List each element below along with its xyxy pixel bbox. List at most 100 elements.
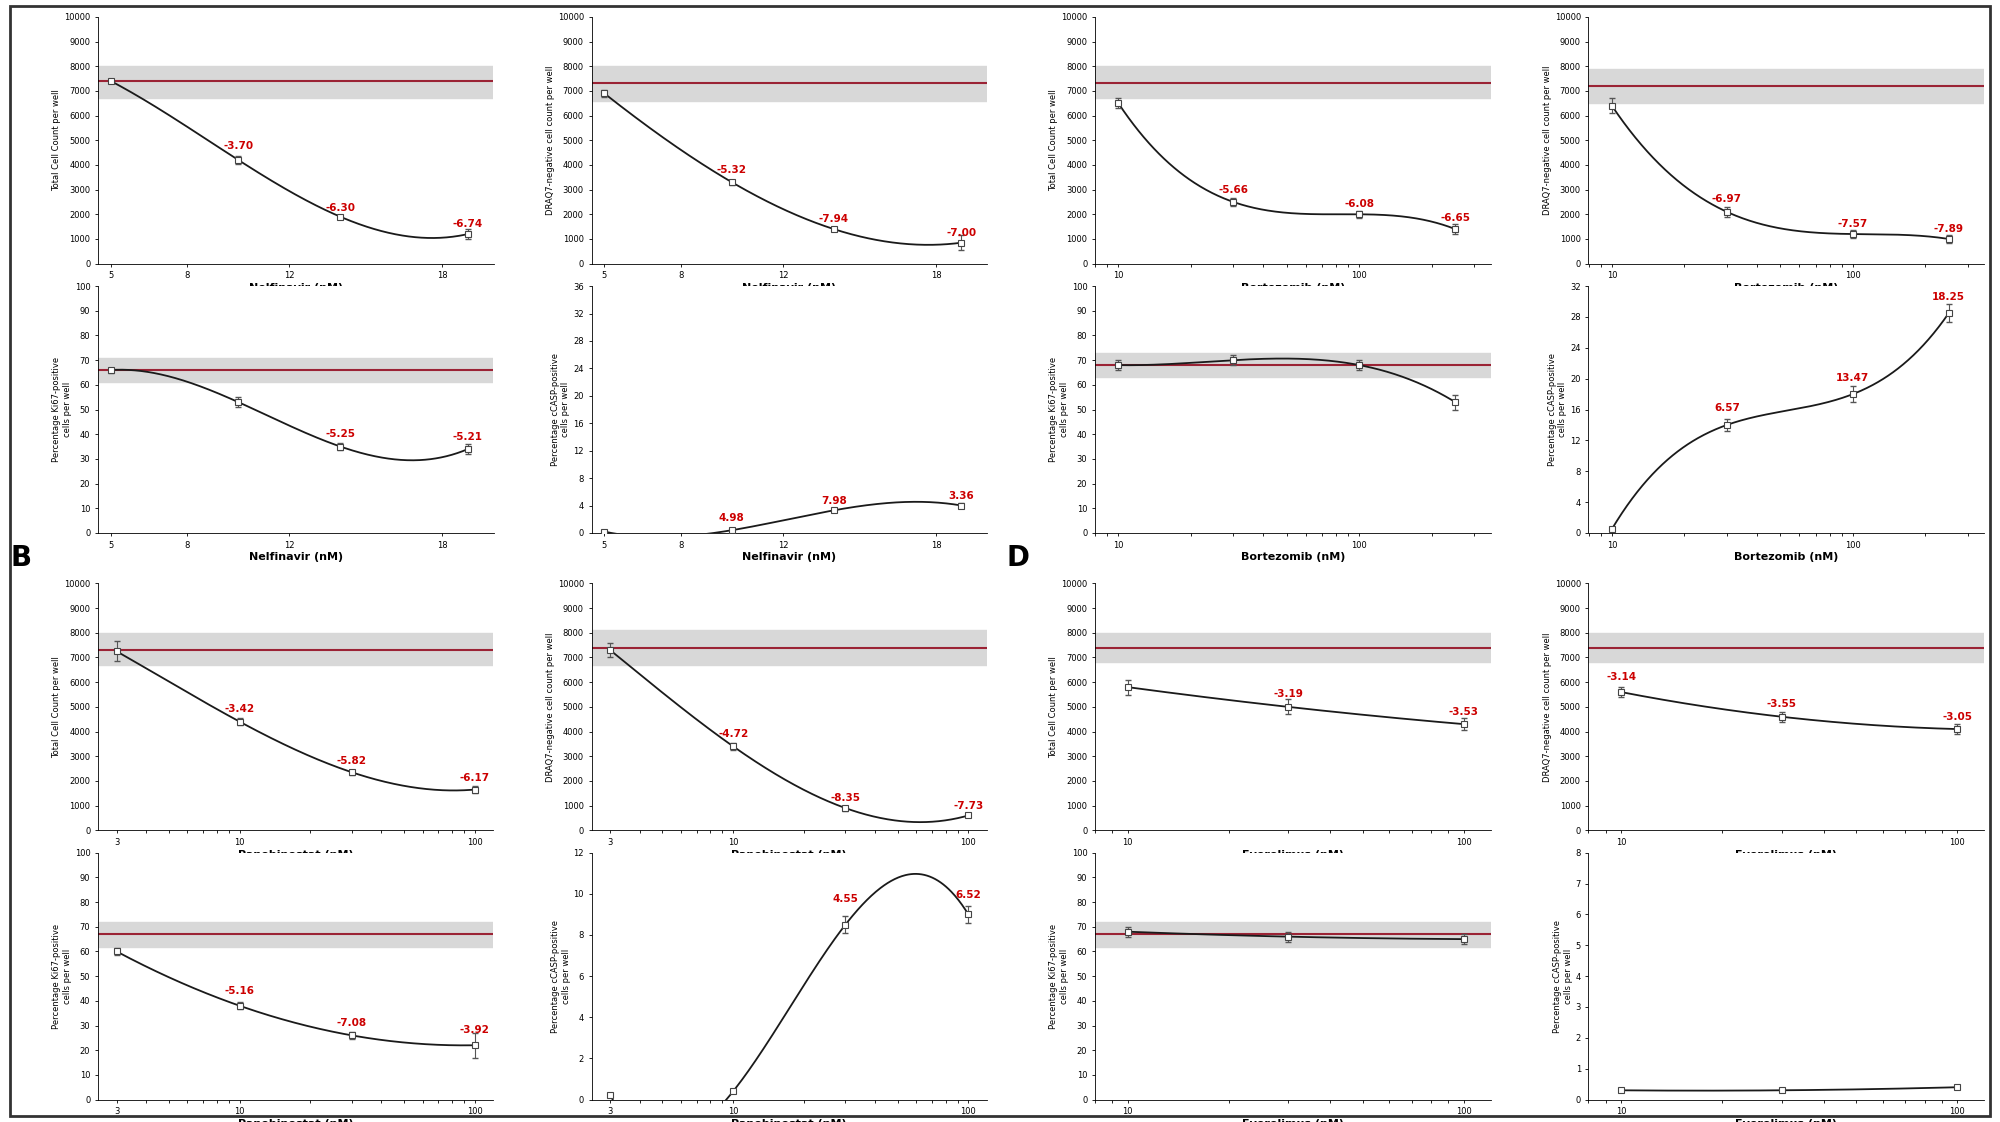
X-axis label: Nelfinavir (nM): Nelfinavir (nM)	[248, 552, 342, 562]
X-axis label: Panobinostat (nM): Panobinostat (nM)	[238, 1119, 354, 1122]
Text: C: C	[1006, 0, 1028, 6]
Text: -7.89: -7.89	[1934, 224, 1964, 234]
X-axis label: Nelfinavir (nM): Nelfinavir (nM)	[742, 283, 836, 293]
Text: 6.57: 6.57	[1714, 404, 1740, 413]
Y-axis label: Percentage Ki67-positive
cells per well: Percentage Ki67-positive cells per well	[52, 357, 72, 462]
Text: VIABILITY: VIABILITY	[560, 686, 570, 728]
Text: 3.36: 3.36	[948, 490, 974, 500]
Text: PROLIFERATION: PROLIFERATION	[68, 941, 76, 1011]
X-axis label: Everolimus (nM): Everolimus (nM)	[1242, 1119, 1344, 1122]
X-axis label: Panobinostat (nM): Panobinostat (nM)	[732, 1119, 848, 1122]
Text: 6.52: 6.52	[956, 890, 982, 900]
Y-axis label: Percentage cCASP-positive
cells per well: Percentage cCASP-positive cells per well	[552, 920, 570, 1032]
Text: -4.72: -4.72	[718, 729, 748, 739]
Text: -7.73: -7.73	[954, 800, 984, 810]
Text: APOPTOSIS: APOPTOSIS	[560, 951, 570, 1001]
X-axis label: Everolimus (nM): Everolimus (nM)	[1736, 1119, 1838, 1122]
Y-axis label: Total Cell Count per well: Total Cell Count per well	[1050, 656, 1058, 757]
Text: -6.17: -6.17	[460, 773, 490, 783]
Text: -3.42: -3.42	[224, 705, 254, 715]
Y-axis label: Percentage cCASP-positive
cells per well: Percentage cCASP-positive cells per well	[1548, 353, 1568, 466]
Y-axis label: Total Cell Count per well: Total Cell Count per well	[1050, 90, 1058, 191]
Text: -7.08: -7.08	[336, 1018, 366, 1028]
Text: VIABILITY: VIABILITY	[1558, 686, 1566, 728]
Text: RELATIVE GROWTH: RELATIVE GROWTH	[68, 99, 76, 182]
X-axis label: Bortezomib (nM): Bortezomib (nM)	[1734, 552, 1838, 562]
Text: A: A	[10, 0, 32, 6]
Bar	[592, 631, 988, 665]
Bar	[98, 633, 494, 665]
Y-axis label: DRAQ7-negative cell count per well: DRAQ7-negative cell count per well	[546, 632, 554, 782]
Text: -6.65: -6.65	[1440, 213, 1470, 223]
Text: VIABILITY: VIABILITY	[560, 119, 570, 162]
Text: B: B	[10, 544, 32, 572]
Text: PROLIFERATION: PROLIFERATION	[68, 375, 76, 444]
Text: RELATIVE GROWTH: RELATIVE GROWTH	[68, 665, 76, 748]
Text: RELATIVE GROWTH: RELATIVE GROWTH	[1064, 99, 1074, 182]
Text: -8.35: -8.35	[830, 793, 860, 803]
Text: VIABILITY: VIABILITY	[1558, 119, 1566, 162]
Text: -7.00: -7.00	[946, 228, 976, 238]
X-axis label: Bortezomib (nM): Bortezomib (nM)	[1734, 283, 1838, 293]
Text: -3.05: -3.05	[1942, 711, 1972, 721]
Bar	[98, 66, 494, 99]
Text: RELATIVE GROWTH: RELATIVE GROWTH	[1064, 665, 1074, 748]
Text: -5.66: -5.66	[1218, 184, 1248, 194]
X-axis label: Bortezomib (nM): Bortezomib (nM)	[1240, 283, 1344, 293]
Text: PROLIFERATION: PROLIFERATION	[1064, 941, 1074, 1011]
Text: -5.25: -5.25	[326, 429, 356, 439]
Text: -3.70: -3.70	[224, 141, 254, 151]
Text: -6.08: -6.08	[1344, 200, 1374, 210]
X-axis label: Panobinostat (nM): Panobinostat (nM)	[732, 849, 848, 859]
Y-axis label: DRAQ7-negative cell count per well: DRAQ7-negative cell count per well	[546, 65, 554, 215]
Bar	[98, 358, 494, 383]
X-axis label: Everolimus (nM): Everolimus (nM)	[1242, 849, 1344, 859]
Text: -6.74: -6.74	[452, 219, 484, 229]
Bar	[1096, 633, 1490, 662]
Y-axis label: Percentage cCASP-positive
cells per well: Percentage cCASP-positive cells per well	[1554, 920, 1572, 1032]
Y-axis label: Total Cell Count per well: Total Cell Count per well	[52, 90, 62, 191]
Y-axis label: DRAQ7-negative cell count per well: DRAQ7-negative cell count per well	[1542, 65, 1552, 215]
Text: 4.55: 4.55	[832, 894, 858, 904]
Text: 18.25: 18.25	[1932, 292, 1966, 302]
Text: -3.55: -3.55	[1766, 699, 1796, 709]
Text: D: D	[1006, 544, 1030, 572]
Bar	[1588, 68, 1984, 103]
Y-axis label: Percentage Ki67-positive
cells per well: Percentage Ki67-positive cells per well	[52, 923, 72, 1029]
Bar	[1096, 922, 1490, 947]
X-axis label: Bortezomib (nM): Bortezomib (nM)	[1240, 552, 1344, 562]
X-axis label: Nelfinavir (nM): Nelfinavir (nM)	[742, 552, 836, 562]
Text: -6.30: -6.30	[326, 203, 356, 213]
Y-axis label: Percentage cCASP-positive
cells per well: Percentage cCASP-positive cells per well	[550, 353, 570, 466]
Y-axis label: Total Cell Count per well: Total Cell Count per well	[52, 656, 62, 757]
Text: 4.98: 4.98	[718, 513, 744, 523]
Text: -5.16: -5.16	[224, 986, 254, 996]
Y-axis label: Percentage Ki67-positive
cells per well: Percentage Ki67-positive cells per well	[1050, 923, 1068, 1029]
Text: APOPTOSIS: APOPTOSIS	[1558, 385, 1566, 434]
Bar	[1096, 352, 1490, 377]
Bar	[592, 66, 988, 101]
X-axis label: Everolimus (nM): Everolimus (nM)	[1736, 849, 1838, 859]
Text: -3.19: -3.19	[1274, 689, 1302, 699]
Text: -6.97: -6.97	[1712, 194, 1742, 204]
Bar	[98, 922, 494, 947]
Text: -5.21: -5.21	[452, 432, 482, 442]
Text: -5.82: -5.82	[336, 756, 366, 766]
Bar	[1096, 66, 1490, 99]
Text: -3.53: -3.53	[1448, 707, 1478, 717]
Text: 7.98: 7.98	[822, 496, 846, 506]
Y-axis label: DRAQ7-negative cell count per well: DRAQ7-negative cell count per well	[1542, 632, 1552, 782]
Bar	[1588, 633, 1984, 662]
Y-axis label: Percentage Ki67-positive
cells per well: Percentage Ki67-positive cells per well	[1050, 357, 1068, 462]
Text: -5.32: -5.32	[716, 165, 746, 175]
Text: -7.94: -7.94	[818, 214, 848, 224]
Text: -3.14: -3.14	[1606, 672, 1636, 682]
Text: -7.57: -7.57	[1838, 219, 1868, 229]
Text: -3.92: -3.92	[460, 1026, 490, 1036]
Text: PROLIFERATION: PROLIFERATION	[1064, 375, 1074, 444]
Text: APOPTOSIS: APOPTOSIS	[560, 385, 570, 434]
X-axis label: Nelfinavir (nM): Nelfinavir (nM)	[248, 283, 342, 293]
Text: 13.47: 13.47	[1836, 373, 1870, 383]
Text: APOPTOSIS: APOPTOSIS	[1558, 951, 1566, 1001]
X-axis label: Panobinostat (nM): Panobinostat (nM)	[238, 849, 354, 859]
